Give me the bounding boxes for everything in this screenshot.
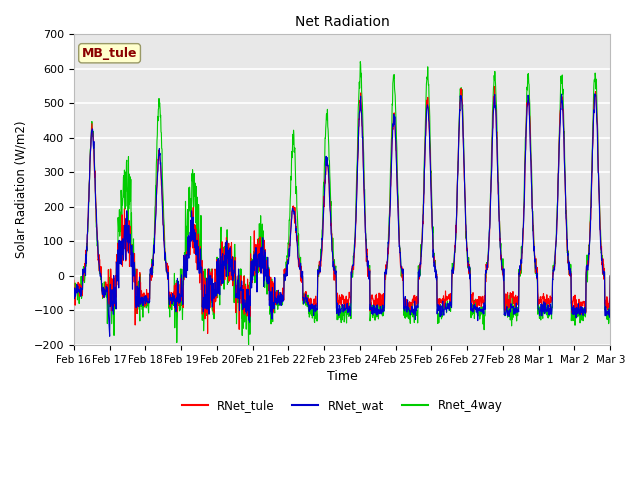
Line: Rnet_4way: Rnet_4way	[74, 62, 611, 345]
Rnet_4way	[573, 308, 580, 314]
Rnet_4way	[440, 300, 448, 306]
RNet_wat	[591, 91, 598, 96]
RNet_wat	[70, 290, 77, 296]
Line: RNet_tule: RNet_tule	[74, 86, 611, 334]
RNet_tule	[607, 273, 614, 279]
Rnet_4way	[70, 291, 77, 297]
RNet_wat	[572, 315, 580, 321]
Rnet_4way	[80, 274, 88, 279]
Rnet_4way	[356, 59, 364, 65]
RNet_wat	[166, 295, 174, 300]
Rnet_4way	[607, 273, 614, 279]
Line: RNet_wat: RNet_wat	[74, 94, 611, 336]
RNet_wat	[440, 312, 447, 318]
RNet_tule	[491, 84, 499, 89]
RNet_wat	[345, 306, 353, 312]
RNet_wat	[106, 334, 113, 339]
RNet_wat	[313, 306, 321, 312]
RNet_tule	[440, 303, 447, 309]
Rnet_4way	[345, 310, 353, 316]
RNet_tule	[70, 277, 77, 283]
RNet_tule	[313, 300, 321, 306]
X-axis label: Time: Time	[326, 370, 357, 383]
RNet_tule	[166, 289, 173, 295]
Legend: RNet_tule, RNet_wat, Rnet_4way: RNet_tule, RNet_wat, Rnet_4way	[177, 394, 507, 417]
RNet_tule	[204, 331, 211, 336]
Rnet_4way	[244, 342, 252, 348]
Y-axis label: Solar Radiation (W/m2): Solar Radiation (W/m2)	[15, 121, 28, 258]
Rnet_4way	[166, 314, 173, 320]
RNet_tule	[345, 297, 353, 303]
RNet_tule	[80, 266, 88, 272]
RNet_wat	[80, 267, 88, 273]
RNet_tule	[573, 308, 580, 313]
Text: MB_tule: MB_tule	[82, 47, 138, 60]
Title: Net Radiation: Net Radiation	[294, 15, 389, 29]
RNet_wat	[607, 273, 614, 279]
Rnet_4way	[313, 312, 321, 317]
